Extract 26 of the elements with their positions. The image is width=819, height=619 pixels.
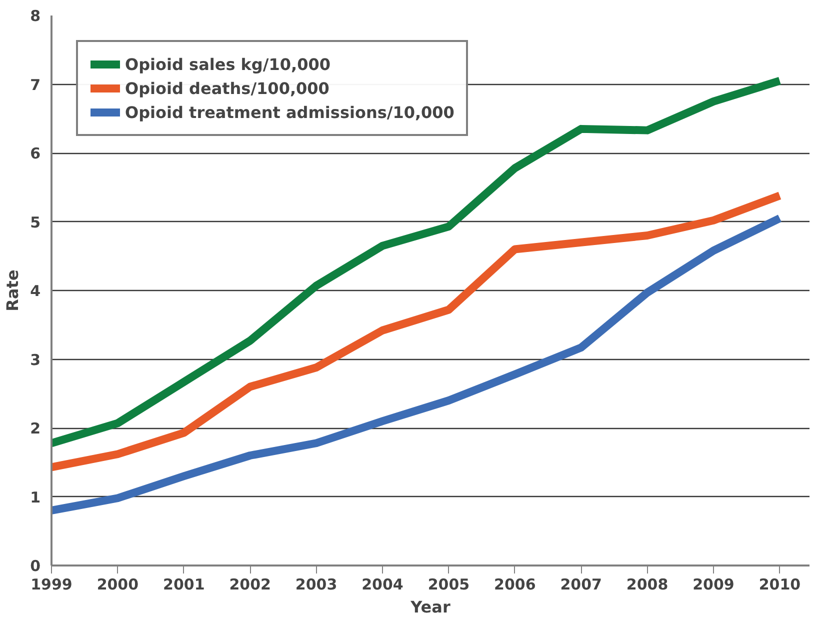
y-tick-label: 3: [30, 350, 40, 369]
x-tick-label: 2002: [229, 576, 271, 594]
y-tick-label: 4: [30, 282, 40, 300]
x-tick-label: 1999: [30, 576, 72, 594]
x-tick-label: 2008: [626, 576, 668, 594]
x-tick-label: 2001: [163, 576, 205, 594]
x-tick-label: 2003: [295, 576, 338, 594]
y-axis-title: Rate: [3, 270, 22, 312]
x-tick-label: 2000: [96, 576, 139, 594]
x-tick-label: 2006: [494, 576, 536, 594]
y-tick-label: 5: [30, 213, 40, 232]
x-tick-label: 2004: [362, 576, 404, 594]
y-tick-label: 8: [30, 7, 40, 25]
legend-label: Opioid deaths/100,000: [125, 78, 330, 98]
x-tick-label: 2010: [758, 576, 801, 594]
x-tick-label: 2007: [560, 576, 602, 594]
y-tick-label: 2: [30, 420, 40, 438]
y-tick-label: 7: [30, 76, 40, 94]
legend-label: Opioid sales kg/10,000: [125, 54, 330, 74]
x-tick-label: 2009: [692, 576, 734, 594]
y-tick-label: 6: [30, 144, 40, 162]
x-tick-label: 2005: [428, 576, 470, 594]
legend-label: Opioid treatment admissions/10,000: [125, 102, 454, 122]
y-tick-label: 0: [30, 557, 40, 575]
y-tick-label: 1: [30, 488, 40, 506]
x-axis-title: Year: [410, 598, 450, 616]
